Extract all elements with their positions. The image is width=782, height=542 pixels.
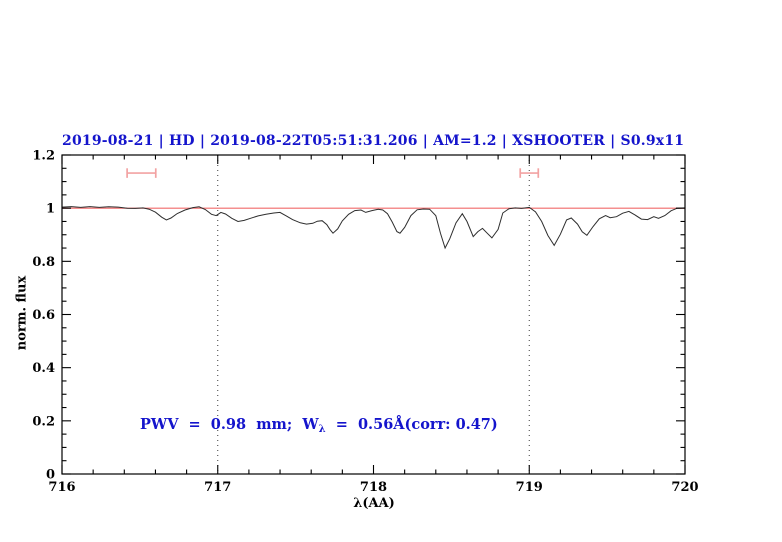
spectrum-trace: [61, 206, 686, 250]
pwv-annotation: PWV = 0.98 mm; Wλ = 0.56Å(corr: 0.47): [140, 416, 498, 435]
pwv-annotation-prefix: PWV = 0.98 mm; W: [140, 416, 319, 433]
y-tick-label: 0.2: [32, 414, 55, 429]
y-axis-title: norm. flux: [14, 275, 30, 351]
x-tick-label: 720: [671, 480, 698, 495]
pwv-annotation-lambda-subscript: λ: [318, 424, 326, 435]
y-tick-label: 1.2: [32, 149, 55, 164]
y-tick-label: 0.4: [32, 361, 55, 376]
x-tick-label: 716: [48, 480, 75, 495]
x-tick-label: 719: [516, 480, 543, 495]
x-tick-label: 717: [204, 480, 231, 495]
plot-title: 2019-08-21 | HD | 2019-08-22T05:51:31.20…: [62, 133, 685, 149]
y-tick-label: 1: [46, 202, 55, 217]
y-tick-label: 0.6: [32, 308, 55, 323]
x-axis-title: λ(AA): [353, 496, 395, 511]
pwv-annotation-suffix: = 0.56Å(corr: 0.47): [325, 416, 498, 433]
y-tick-label: 0.8: [32, 255, 55, 270]
x-tick-label: 718: [360, 480, 387, 495]
y-tick-label: 0: [46, 468, 55, 483]
